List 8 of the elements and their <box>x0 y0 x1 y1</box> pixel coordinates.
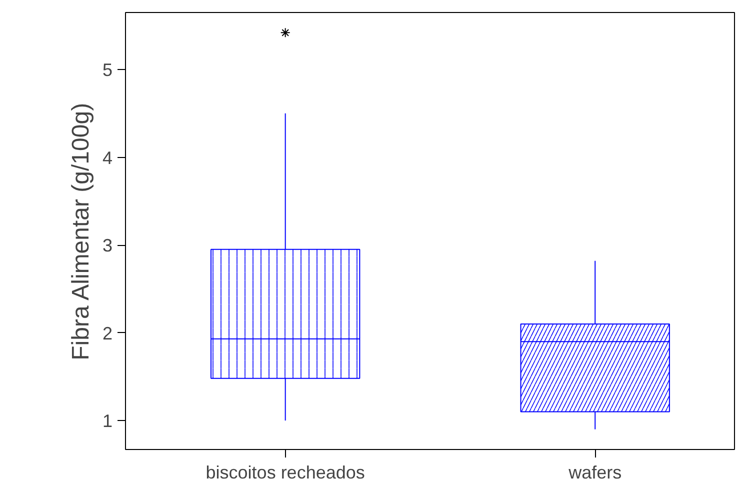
y-tick-label: 2 <box>102 323 113 344</box>
y-axis-title: Fibra Alimentar (g/100g) <box>67 102 94 360</box>
y-tick-label: 4 <box>102 148 113 168</box>
x-tick-label: biscoitos recheados <box>206 462 365 482</box>
y-tick-label: 5 <box>102 60 113 80</box>
x-tick-label: wafers <box>568 462 622 482</box>
y-tick-label: 3 <box>102 236 113 256</box>
y-tick-label: 1 <box>102 411 113 432</box>
